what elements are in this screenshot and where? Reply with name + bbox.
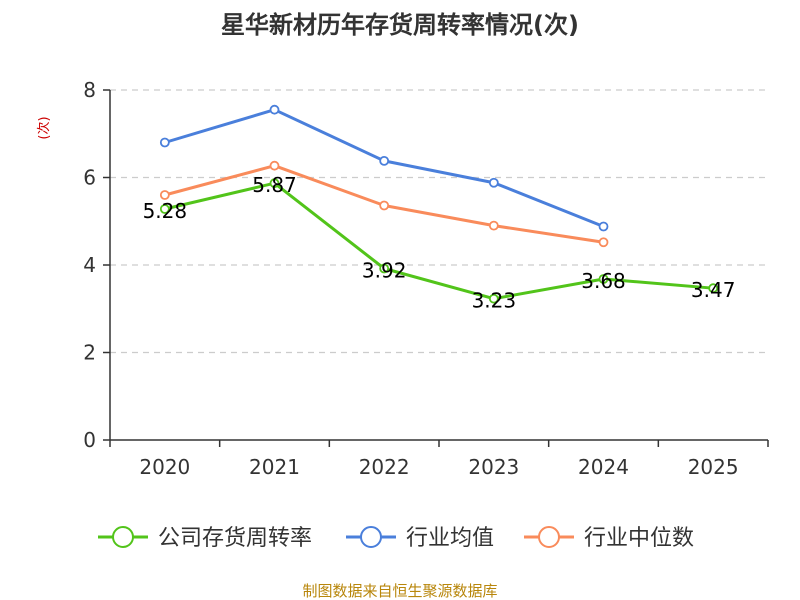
data-label: 5.28 <box>143 199 188 223</box>
data-label: 3.92 <box>362 259 407 283</box>
legend-item-2[interactable]: 行业中位数 <box>524 526 694 551</box>
y-axis-label: (次) <box>36 116 52 139</box>
axes: 0 2 4 6 8 2020 2021 2022 2023 2024 2025 <box>83 78 769 479</box>
legend-marker <box>360 526 382 548</box>
data-point <box>269 178 280 189</box>
x-tick-label: 2025 <box>688 455 739 479</box>
y-tick-label: 4 <box>83 253 96 277</box>
data-point <box>379 263 390 274</box>
data-point <box>379 155 390 166</box>
data-point <box>488 293 499 304</box>
legend-label: 公司存货周转率 <box>158 526 312 551</box>
data-point <box>269 104 280 115</box>
legend-marker <box>538 526 560 548</box>
legend-label: 行业均值 <box>406 526 494 551</box>
chart-title: 星华新材历年存货周转率情况(次) <box>221 11 579 39</box>
y-tick-label: 2 <box>83 341 96 365</box>
data-label: 3.68 <box>581 269 626 293</box>
series-0 <box>159 178 719 304</box>
y-tick-label: 8 <box>83 78 96 102</box>
data-point <box>488 177 499 188</box>
legend-label: 行业中位数 <box>584 526 694 551</box>
data-point <box>488 220 499 231</box>
data-labels: 5.28 5.87 3.92 3.23 3.68 3.47 <box>143 173 736 313</box>
legend: 公司存货周转率 行业均值 行业中位数 <box>98 526 694 551</box>
y-tick-label: 6 <box>83 166 96 190</box>
data-label: 3.23 <box>472 289 517 313</box>
series-1 <box>159 104 609 232</box>
legend-item-0[interactable]: 公司存货周转率 <box>98 526 312 551</box>
x-tick-label: 2023 <box>468 455 519 479</box>
x-tick-label: 2020 <box>139 455 190 479</box>
data-point <box>159 190 170 200</box>
x-tick-label: 2022 <box>359 455 410 479</box>
data-point <box>598 221 609 232</box>
data-label: 3.47 <box>691 278 736 302</box>
data-point <box>269 160 280 171</box>
legend-item-1[interactable]: 行业均值 <box>346 526 494 551</box>
x-tick-label: 2024 <box>578 455 629 479</box>
data-point <box>598 274 609 284</box>
legend-marker <box>112 526 134 548</box>
source-note: 制图数据来自恒生聚源数据库 <box>302 582 497 600</box>
series-line <box>164 181 714 301</box>
series-lines <box>159 104 719 304</box>
y-tick-label: 0 <box>83 428 96 452</box>
data-point <box>159 137 170 148</box>
series-2 <box>159 160 609 248</box>
data-point <box>159 204 170 214</box>
data-point <box>708 283 719 294</box>
x-tick-label: 2021 <box>249 455 300 479</box>
data-point <box>379 200 390 211</box>
data-point <box>598 237 609 248</box>
data-label: 5.87 <box>252 173 297 197</box>
